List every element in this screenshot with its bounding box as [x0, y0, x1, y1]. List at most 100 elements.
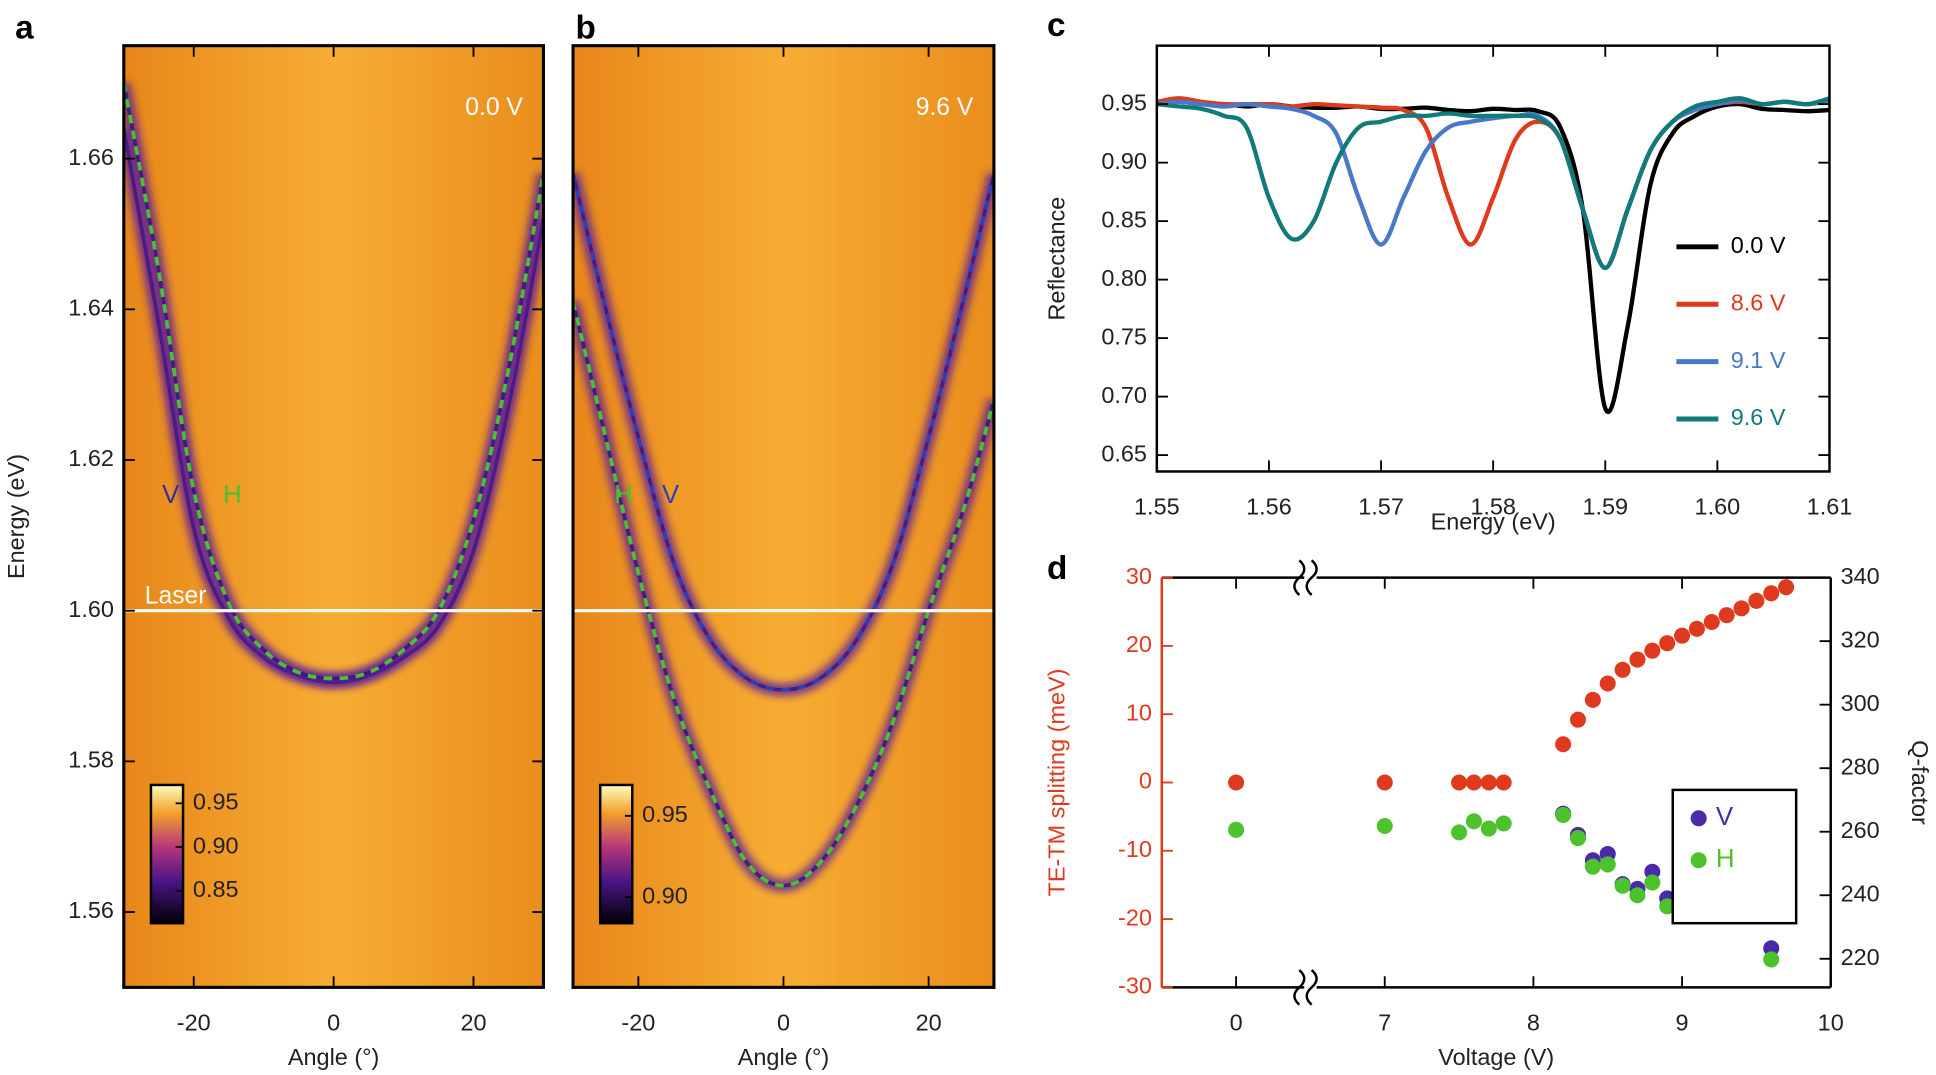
- x-tick-label: 0: [1230, 1010, 1243, 1036]
- x-tick-label: -20: [621, 1010, 655, 1036]
- x-tick-label: 0: [327, 1010, 340, 1036]
- axis-break: [1305, 559, 1318, 596]
- legend-label: 8.6 V: [1731, 289, 1786, 315]
- branch-label: V: [662, 481, 680, 509]
- branch-label: H: [614, 481, 633, 509]
- panel-label: b: [576, 9, 596, 46]
- legend-label: 0.0 V: [1731, 232, 1786, 258]
- colorbar-tick-label: 0.95: [642, 801, 688, 827]
- spectrum-line: [1156, 99, 1830, 414]
- branch-label: H: [223, 481, 242, 509]
- data-point: [1584, 691, 1601, 708]
- panel-label: d: [1047, 550, 1067, 587]
- data-point: [1451, 824, 1468, 841]
- colorbar-tick-label: 0.90: [193, 832, 239, 858]
- x-axis-label: Angle (°): [738, 1044, 829, 1070]
- laser-label: Laser: [145, 583, 207, 610]
- data-point: [1703, 613, 1720, 631]
- data-point: [1659, 898, 1676, 915]
- y-tick-label: 1.62: [68, 445, 114, 471]
- x-tick-label: 1.57: [1358, 494, 1404, 520]
- y-tick-label: -20: [1118, 904, 1152, 930]
- y-tick-label: 240: [1841, 880, 1880, 906]
- data-point: [1495, 774, 1512, 791]
- voltage-annotation: 0.0 V: [465, 94, 523, 121]
- colorbar: [149, 783, 185, 925]
- x-axis-label: Voltage (V): [1438, 1044, 1554, 1070]
- axis-break: [1305, 969, 1318, 1006]
- legend-label: V: [1716, 803, 1734, 831]
- y-tick-label: 1.58: [68, 747, 114, 773]
- x-tick-label: 0: [777, 1010, 790, 1036]
- x-tick-label: 1.61: [1807, 494, 1853, 520]
- heatmap-background: [573, 45, 994, 988]
- legend-label: H: [1716, 845, 1735, 873]
- y-tick-label: 300: [1841, 690, 1880, 716]
- data-point: [1451, 774, 1468, 791]
- x-tick-label: 8: [1527, 1010, 1540, 1036]
- data-point: [1555, 736, 1572, 753]
- y-tick-label: 0.70: [1101, 382, 1147, 408]
- spectrum-line: [1156, 96, 1830, 271]
- y-tick-label: -10: [1118, 836, 1152, 862]
- y-tick-label: 30: [1126, 563, 1152, 589]
- y-tick-label: 220: [1841, 944, 1880, 970]
- colorbar-tick-label: 0.85: [193, 876, 239, 902]
- y-tick-label: 0.80: [1101, 265, 1147, 291]
- spectrum-line: [1156, 98, 1830, 271]
- colorbar: [598, 783, 634, 925]
- colorbar-tick-label: 0.90: [642, 882, 688, 908]
- data-point: [1228, 821, 1245, 838]
- data-point: [1718, 607, 1735, 624]
- y-tick-label: -30: [1118, 973, 1152, 999]
- data-point: [1376, 817, 1393, 835]
- y-tick-label: 0.75: [1101, 323, 1147, 349]
- data-point: [1376, 774, 1393, 791]
- data-point: [1674, 627, 1691, 644]
- data-point: [1555, 806, 1572, 823]
- x-tick-label: 1.60: [1695, 494, 1741, 520]
- y-tick-label: 10: [1126, 699, 1152, 725]
- y-axis-label: Reflectance: [1043, 197, 1069, 321]
- data-point: [1480, 820, 1497, 837]
- data-point: [1584, 858, 1601, 875]
- data-point: [1569, 830, 1587, 847]
- axis-break: [1293, 559, 1306, 596]
- y-tick-label: 1.56: [68, 897, 114, 923]
- y-tick-label: 1.64: [68, 295, 114, 321]
- y-tick-label: 0: [1139, 768, 1152, 794]
- x-tick-label: 1.59: [1582, 494, 1628, 520]
- data-point: [1599, 856, 1616, 873]
- branch-label: V: [162, 481, 180, 509]
- data-point: [1778, 579, 1795, 596]
- dispersion-fit: [573, 301, 994, 888]
- y-tick-label: 320: [1841, 626, 1880, 652]
- y-tick-label: 1.66: [68, 144, 114, 170]
- spectrum-line: [1156, 96, 1831, 271]
- x-tick-label: 1.56: [1246, 494, 1292, 520]
- x-tick-label: -20: [177, 1010, 211, 1036]
- data-point: [1614, 661, 1631, 678]
- panel-label: a: [15, 9, 34, 46]
- data-point: [1644, 642, 1661, 659]
- data-point: [1733, 600, 1750, 617]
- panel-label: c: [1047, 7, 1066, 44]
- data-point: [1748, 592, 1765, 609]
- y-axis-label: Energy (eV): [3, 454, 29, 579]
- y-tick-label: 0.95: [1101, 89, 1147, 115]
- data-point: [1465, 813, 1482, 830]
- y-tick-label: 1.60: [68, 596, 114, 622]
- data-point: [1763, 951, 1780, 968]
- data-point: [1629, 887, 1646, 904]
- data-point: [1763, 585, 1780, 602]
- data-point: [1495, 815, 1512, 832]
- dispersion-fit: [573, 173, 994, 692]
- legend-label: 9.1 V: [1731, 347, 1786, 373]
- y-tick-label: 0.65: [1101, 440, 1147, 466]
- data-point: [1659, 635, 1676, 652]
- data-point: [1480, 774, 1497, 791]
- x-tick-label: 20: [916, 1010, 942, 1036]
- y-tick-label: 20: [1126, 631, 1152, 657]
- y2-axis-label: Q-factor: [1907, 740, 1933, 825]
